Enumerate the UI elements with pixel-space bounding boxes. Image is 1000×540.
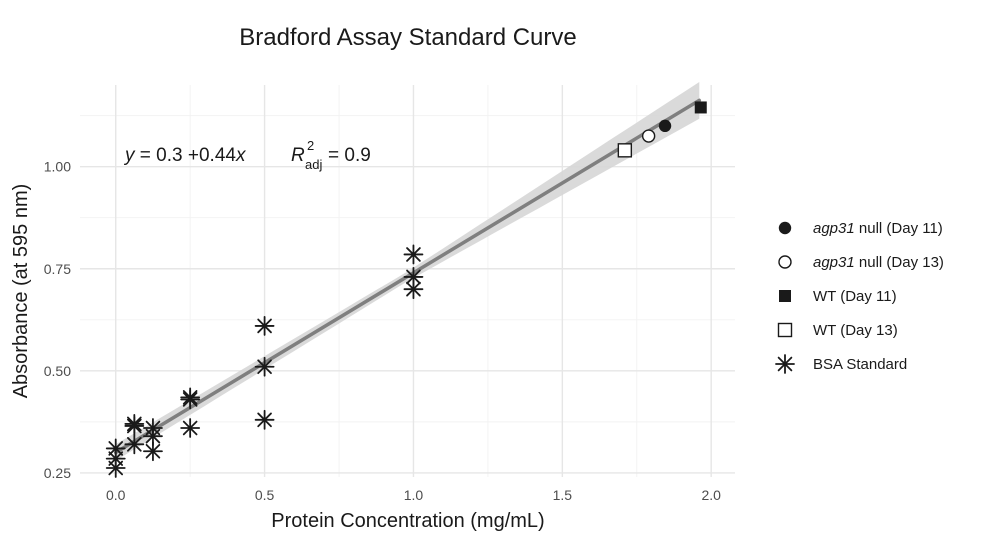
data-point-bsa-standard xyxy=(254,316,275,336)
legend-key-agp31-null-day-11 xyxy=(778,221,792,235)
legend-label-agp31-null-day-13: agp31 null (Day 13) xyxy=(813,254,944,271)
legend-item-bsa-standard: BSA Standard xyxy=(775,354,907,374)
x-tick-label: 2.0 xyxy=(701,487,721,503)
y-tick-label: 0.75 xyxy=(44,261,71,277)
y-axis-title: Absorbance (at 595 nm) xyxy=(10,184,32,399)
y-tick-label: 0.50 xyxy=(44,363,71,379)
legend-label-wt-day-11: WT (Day 11) xyxy=(813,288,897,305)
x-tick-label: 0.5 xyxy=(255,487,275,503)
r-squared-annotation: R 2 adj = 0.9 xyxy=(291,138,371,172)
legend-item-agp31-null-day-11: agp31 null (Day 11) xyxy=(778,220,943,237)
x-tick-label: 1.0 xyxy=(404,487,424,503)
data-point-bsa-standard xyxy=(105,448,126,469)
y-tick-label: 0.25 xyxy=(44,465,71,481)
r-squared-subscript: adj xyxy=(305,157,322,172)
legend-item-wt-day-11: WT (Day 11) xyxy=(779,288,897,305)
data-point-bsa-standard xyxy=(124,414,145,434)
r-squared-superscript: 2 xyxy=(307,138,314,153)
data-points xyxy=(105,101,707,478)
data-point-agp31-null-day-11 xyxy=(658,119,672,133)
x-axis-title: Protein Concentration (mg/mL) xyxy=(271,510,544,532)
data-point-bsa-standard xyxy=(124,434,145,455)
legend-key-wt-day-11 xyxy=(779,290,791,302)
legend: agp31 null (Day 11) agp31 null (Day 13) WT… xyxy=(775,220,944,374)
r-squared-value: = 0.9 xyxy=(328,145,371,166)
r-squared-r: R xyxy=(291,145,305,166)
x-tick-label: 0.0 xyxy=(106,487,126,503)
data-point-bsa-standard xyxy=(403,244,424,265)
tick-labels: 0.0 0.5 1.0 1.5 2.0 0.25 0.50 0.75 1.00 xyxy=(44,159,721,503)
data-point-agp31-null-day-13 xyxy=(641,129,656,143)
data-point-wt-day-13 xyxy=(617,143,633,158)
legend-key-bsa-standard xyxy=(775,354,795,374)
data-point-bsa-standard xyxy=(403,267,424,287)
legend-item-agp31-null-day-13: agp31 null (Day 13) xyxy=(778,254,944,271)
data-point-wt-day-11 xyxy=(694,101,707,114)
y-tick-label: 1.00 xyxy=(44,159,71,175)
legend-key-agp31-null-day-13 xyxy=(778,255,792,269)
data-point-bsa-standard xyxy=(180,418,201,438)
data-point-bsa-standard xyxy=(143,418,163,438)
data-point-bsa-standard xyxy=(180,387,201,408)
chart-title: Bradford Assay Standard Curve xyxy=(239,24,577,51)
legend-label-agp31-null-day-11: agp31 null (Day 11) xyxy=(813,220,943,237)
data-point-bsa-standard xyxy=(143,441,163,462)
data-point-bsa-standard xyxy=(254,409,275,430)
x-tick-label: 1.5 xyxy=(553,487,573,503)
legend-key-wt-day-13 xyxy=(777,322,793,338)
regression-equation: y = 0.3 +0.44x xyxy=(123,145,247,166)
legend-label-wt-day-13: WT (Day 13) xyxy=(813,322,898,339)
data-point-bsa-standard xyxy=(254,356,275,377)
legend-label-bsa-standard: BSA Standard xyxy=(813,356,907,373)
grid-lines xyxy=(80,85,735,477)
legend-item-wt-day-13: WT (Day 13) xyxy=(777,322,898,339)
data-point-bsa-standard xyxy=(105,438,126,459)
